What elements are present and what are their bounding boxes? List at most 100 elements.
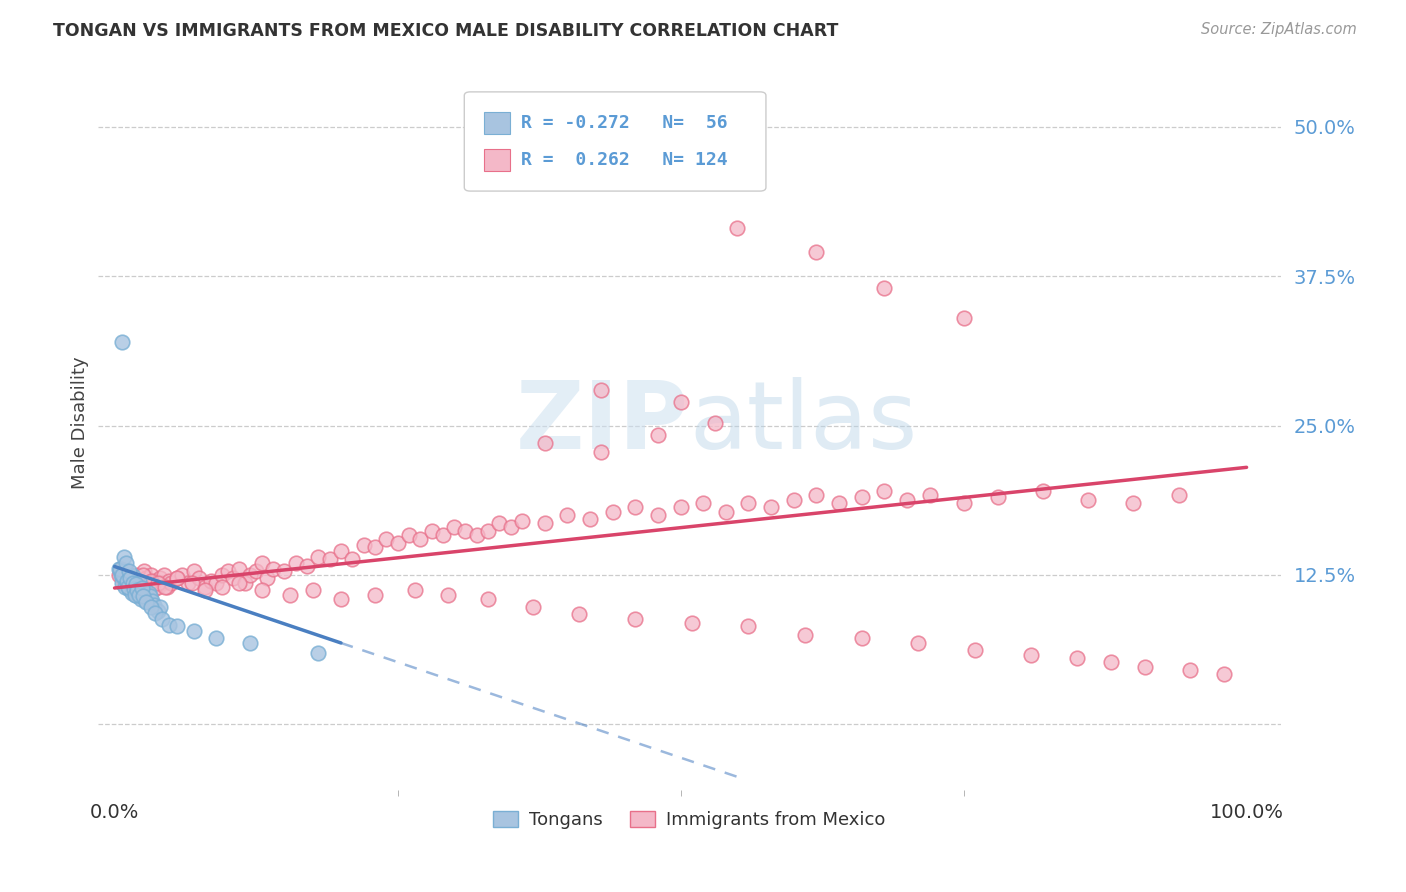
- Point: [121, 571, 143, 585]
- Point: [896, 492, 918, 507]
- Point: [669, 394, 692, 409]
- Point: [488, 516, 510, 531]
- Point: [647, 508, 669, 522]
- Point: [122, 582, 145, 597]
- Point: [157, 618, 180, 632]
- Text: TONGAN VS IMMIGRANTS FROM MEXICO MALE DISABILITY CORRELATION CHART: TONGAN VS IMMIGRANTS FROM MEXICO MALE DI…: [53, 22, 839, 40]
- Point: [139, 600, 162, 615]
- Point: [342, 552, 364, 566]
- Point: [180, 576, 202, 591]
- Point: [117, 580, 139, 594]
- Point: [783, 492, 806, 507]
- Point: [851, 631, 873, 645]
- Point: [149, 571, 172, 585]
- Point: [522, 600, 544, 615]
- Point: [127, 590, 149, 604]
- Point: [245, 564, 267, 578]
- Point: [115, 556, 138, 570]
- Point: [132, 588, 155, 602]
- Point: [759, 500, 782, 514]
- Point: [155, 580, 177, 594]
- Point: [134, 591, 156, 606]
- Point: [250, 556, 273, 570]
- Point: [1066, 651, 1088, 665]
- Point: [375, 532, 398, 546]
- Point: [828, 496, 851, 510]
- Point: [128, 574, 150, 588]
- Point: [477, 524, 499, 538]
- Point: [307, 549, 329, 564]
- Point: [132, 567, 155, 582]
- Point: [510, 514, 533, 528]
- Point: [118, 582, 141, 597]
- Point: [135, 595, 157, 609]
- Point: [273, 564, 295, 578]
- Point: [205, 631, 228, 645]
- Point: [806, 245, 828, 260]
- Point: [239, 636, 262, 650]
- Point: [128, 588, 150, 602]
- FancyBboxPatch shape: [485, 149, 510, 171]
- Point: [153, 567, 176, 582]
- Point: [166, 571, 188, 585]
- Point: [117, 574, 139, 588]
- Point: [166, 571, 188, 585]
- Legend: Tongans, Immigrants from Mexico: Tongans, Immigrants from Mexico: [485, 804, 893, 836]
- Point: [1021, 648, 1043, 662]
- Point: [115, 574, 138, 588]
- Point: [115, 574, 138, 588]
- Point: [256, 571, 278, 585]
- Point: [132, 564, 155, 578]
- Point: [437, 588, 460, 602]
- Point: [420, 524, 443, 538]
- Point: [115, 564, 138, 578]
- Point: [737, 496, 759, 510]
- Point: [301, 583, 323, 598]
- Point: [499, 520, 522, 534]
- Point: [228, 576, 250, 591]
- Text: ZIP: ZIP: [516, 376, 689, 468]
- Point: [111, 334, 134, 349]
- Point: [557, 508, 579, 522]
- Point: [111, 567, 134, 582]
- Point: [120, 574, 142, 589]
- Point: [239, 567, 262, 582]
- Point: [806, 488, 828, 502]
- Point: [228, 562, 250, 576]
- Point: [139, 574, 162, 588]
- Point: [120, 580, 142, 594]
- Point: [135, 594, 157, 608]
- Point: [1167, 488, 1189, 502]
- Point: [143, 606, 166, 620]
- Point: [1213, 667, 1236, 681]
- Point: [1099, 655, 1122, 669]
- Point: [986, 490, 1008, 504]
- Point: [737, 619, 759, 633]
- Point: [131, 586, 153, 600]
- Point: [200, 574, 222, 588]
- Point: [647, 428, 669, 442]
- Y-axis label: Male Disability: Male Disability: [72, 356, 89, 489]
- Point: [330, 544, 353, 558]
- Point: [112, 576, 135, 591]
- Point: [108, 562, 131, 576]
- Point: [454, 524, 477, 538]
- Point: [409, 532, 432, 546]
- Point: [233, 576, 256, 591]
- Point: [177, 576, 200, 591]
- Point: [873, 281, 896, 295]
- Point: [124, 576, 146, 591]
- Point: [132, 582, 155, 597]
- Point: [387, 535, 409, 549]
- Point: [669, 500, 692, 514]
- Point: [125, 588, 148, 602]
- Point: [681, 615, 703, 630]
- Point: [188, 571, 211, 585]
- Point: [146, 576, 169, 591]
- Point: [156, 580, 179, 594]
- Point: [142, 583, 165, 598]
- Text: R = -0.272   N=  56: R = -0.272 N= 56: [522, 114, 728, 133]
- Point: [624, 612, 647, 626]
- Point: [278, 588, 301, 602]
- Point: [1077, 492, 1099, 507]
